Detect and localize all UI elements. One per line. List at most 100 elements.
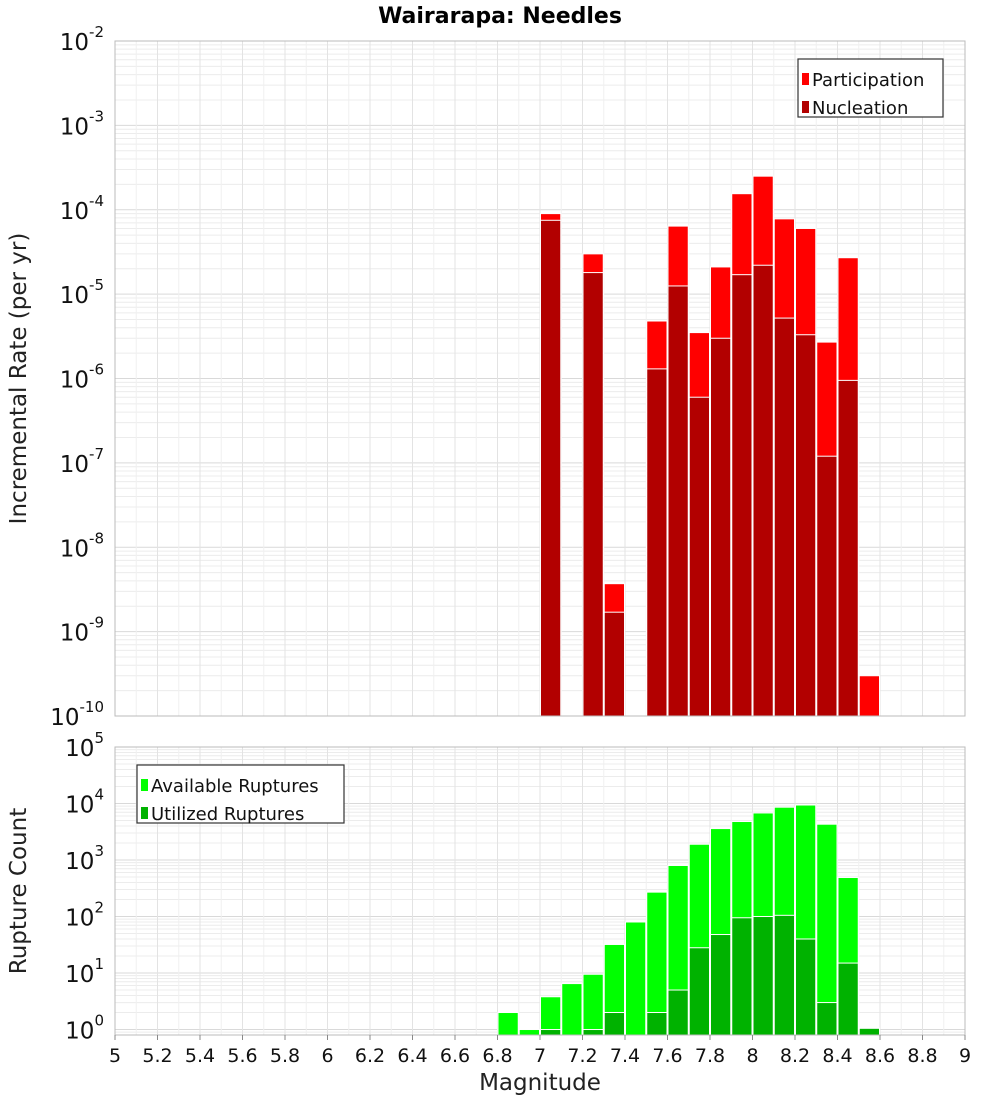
y-tick-base: 10 [60,114,89,140]
x-tick-label: 5.6 [227,1045,257,1067]
bar [795,334,817,717]
bar [561,983,583,1036]
y-tick-exponent: -3 [89,107,104,125]
y-tick-base: 10 [65,962,94,988]
chart-panel-0: 10-1010-910-810-710-610-510-410-310-2Inc… [6,23,966,731]
y-tick-base: 10 [65,1019,94,1045]
y-tick-exponent: 5 [94,729,104,747]
legend-swatch [141,807,148,819]
x-tick-label: 6 [321,1045,333,1067]
y-tick-base: 10 [50,705,79,731]
y-tick-label: 103 [65,842,104,875]
bar [688,947,710,1036]
y-tick-label: 100 [65,1012,104,1045]
y-tick-base: 10 [65,793,94,819]
x-tick-label: 7 [534,1045,546,1067]
y-tick-label: 10-6 [60,361,104,394]
y-tick-base: 10 [65,906,94,932]
y-tick-label: 10-8 [60,529,104,562]
x-tick-label: 6.4 [397,1045,427,1067]
bar [603,611,625,717]
y-tick-base: 10 [60,283,89,309]
series-0-1 [540,219,859,717]
x-tick-label: 5 [109,1045,121,1067]
bar [731,917,753,1036]
y-tick-exponent: 1 [94,955,104,973]
y-axis-label: Incremental Rate (per yr) [6,233,32,525]
x-tick-label: 8.4 [822,1045,852,1067]
x-tick-label: 8.6 [865,1045,895,1067]
series-1-1 [540,914,880,1036]
y-tick-exponent: 4 [94,786,104,804]
bar [858,1027,880,1036]
x-tick-label: 7.6 [652,1045,682,1067]
y-tick-label: 10-2 [60,23,104,56]
bar [667,285,689,717]
x-tick-label: 7.2 [567,1045,597,1067]
y-tick-exponent: -2 [89,23,104,41]
y-tick-base: 10 [65,849,94,875]
x-tick-label: 5.4 [185,1045,215,1067]
y-tick-exponent: 2 [94,899,104,917]
y-tick-label: 104 [65,786,104,819]
y-tick-label: 10-3 [60,107,104,140]
x-tick-label: 9 [959,1045,971,1067]
y-tick-exponent: -5 [89,276,104,294]
bar [858,675,880,717]
x-tick-label: 6.8 [482,1045,512,1067]
x-tick-label: 8.8 [907,1045,937,1067]
y-tick-label: 10-9 [60,614,104,647]
legend-swatch [141,779,148,791]
bar [752,264,774,717]
x-ticks-1: 5 5.2 5.4 5.6 5.8 6 6.2 6.4 6.6 6.8 7 7.2 7.4 7.6 7.8 8… [109,1035,971,1067]
y-tick-exponent: 3 [94,842,104,860]
y-tick-exponent: -7 [89,445,104,463]
legend-1: Available Ruptures Utilized Ruptures [136,764,345,825]
y-tick-base: 10 [60,621,89,647]
bar [646,1012,668,1036]
bar [795,938,817,1036]
y-tick-base: 10 [60,368,89,394]
y-tick-exponent: -10 [80,698,105,716]
y-tick-label: 10-5 [60,276,104,309]
legend-swatch [802,101,809,113]
y-tick-base: 10 [60,452,89,478]
bar [518,1029,540,1036]
bar [603,1012,625,1036]
legend-0: Participation Nucleation [797,58,944,119]
y-tick-exponent: -4 [89,192,104,210]
x-tick-label: 8.2 [780,1045,810,1067]
bar [773,914,795,1036]
legend-label: Participation [812,70,924,91]
y-tick-label: 101 [65,955,104,988]
x-tick-label: 6.2 [355,1045,385,1067]
legend-swatch [802,73,809,85]
y-tick-label: 105 [65,729,104,762]
legend-box [136,764,345,824]
legend-label: Utilized Ruptures [151,804,304,825]
x-axis-label: Magnitude [479,1070,601,1096]
bar [582,973,604,1036]
bar [773,317,795,717]
legend-label: Available Ruptures [151,776,319,797]
bar [540,219,562,717]
y-tick-base: 10 [60,199,89,225]
bar [688,396,710,717]
bar [625,921,647,1036]
plot-border-0 [114,40,966,717]
bar [667,989,689,1036]
legend-label: Nucleation [812,98,908,119]
bar [837,379,859,717]
y-tick-label: 10-4 [60,192,104,225]
x-tick-label: 5.8 [270,1045,300,1067]
y-tick-label: 102 [65,899,104,932]
bar [816,1002,838,1036]
bar [837,962,859,1036]
chart-title: Wairarapa: Needles [378,4,622,29]
y-tick-exponent: 0 [94,1012,104,1030]
bar [497,1012,519,1036]
x-tick-label: 7.8 [695,1045,725,1067]
bar [731,274,753,717]
